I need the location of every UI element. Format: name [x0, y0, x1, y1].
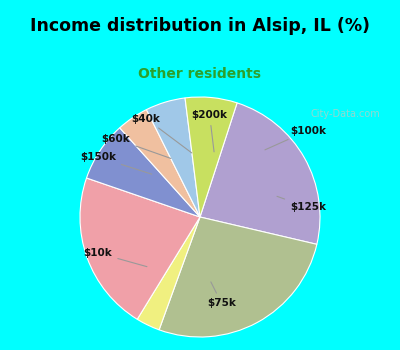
Text: $75k: $75k [207, 282, 236, 308]
Text: $125k: $125k [277, 196, 326, 212]
Wedge shape [86, 128, 200, 217]
Wedge shape [137, 217, 200, 330]
Wedge shape [185, 97, 237, 217]
Text: City-Data.com: City-Data.com [310, 109, 380, 119]
Wedge shape [200, 103, 320, 244]
Text: Income distribution in Alsip, IL (%): Income distribution in Alsip, IL (%) [30, 18, 370, 35]
Wedge shape [146, 98, 200, 217]
Text: Other residents: Other residents [138, 67, 262, 81]
Text: $100k: $100k [265, 126, 326, 150]
Wedge shape [80, 178, 200, 319]
Wedge shape [120, 110, 200, 217]
Wedge shape [159, 217, 317, 337]
Text: $200k: $200k [192, 110, 228, 152]
Text: $150k: $150k [80, 152, 152, 174]
Text: $10k: $10k [84, 248, 147, 267]
Text: $40k: $40k [132, 114, 192, 153]
Text: $60k: $60k [102, 134, 171, 159]
